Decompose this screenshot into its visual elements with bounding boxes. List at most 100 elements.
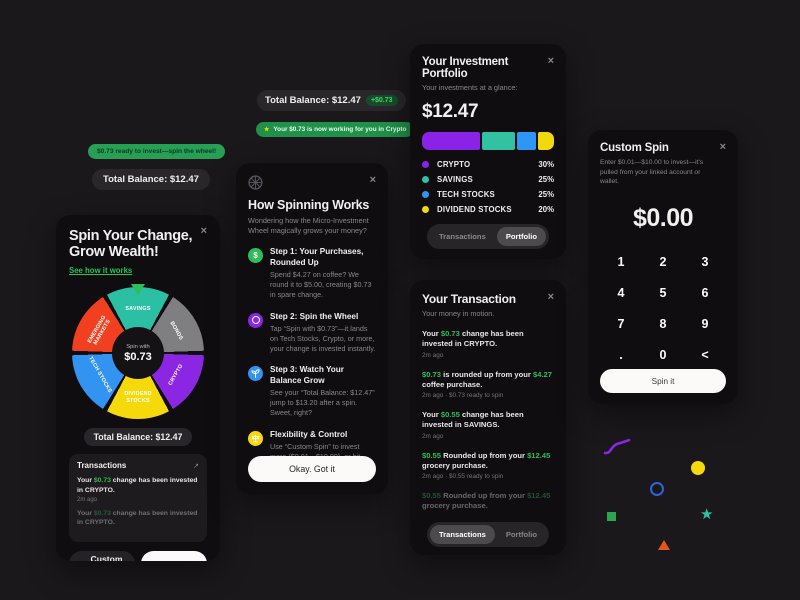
custom-spin-button[interactable]: + Custom Spin — [69, 551, 135, 561]
transactions-panel: Transactions ↗ Your $0.73 change has bee… — [69, 454, 207, 543]
transaction-item: Your $0.55 change has been invested in S… — [422, 410, 554, 440]
external-link-icon[interactable]: ↗ — [193, 462, 199, 470]
celebration-icon: ★ — [264, 127, 270, 133]
numpad-key-8[interactable]: 8 — [642, 311, 684, 337]
numpad-key-5[interactable]: 5 — [642, 280, 684, 306]
teal-star: ★ — [700, 506, 714, 523]
steps-list: $ Step 1: Your Purchases, Rounded Up Spend… — [248, 247, 376, 472]
portfolio-subtitle: Your investments at a glance: — [422, 83, 518, 92]
transaction-text: Your $0.55 change has been invested in S… — [422, 410, 524, 430]
close-icon[interactable]: × — [547, 55, 554, 67]
balance-icon — [248, 430, 263, 446]
transaction-text: $0.55 Rounded up from your $12.45 grocer… — [422, 450, 551, 470]
wheel-segment-label-crypto: CRYPTO — [167, 363, 185, 388]
transaction-meta: 2m ago · $0.73 ready to spin — [422, 392, 504, 399]
numpad-key-6[interactable]: 6 — [684, 280, 726, 306]
portfolio-total-amount: $12.47 — [422, 101, 479, 122]
numpad-key-dot[interactable]: . — [600, 342, 642, 368]
target-ring — [251, 316, 260, 325]
tab-portfolio[interactable]: Portfolio — [497, 525, 546, 544]
transaction-item: Your $0.73 change has been invested in C… — [422, 329, 554, 359]
portfolio-tab-switcher: Transactions Portfolio — [426, 224, 550, 249]
wheel-icon — [248, 175, 263, 190]
portfolio-title: Your Investment Portfolio — [422, 56, 509, 80]
legend-percent: 30% — [538, 160, 554, 169]
numpad-key-4[interactable]: 4 — [600, 280, 642, 306]
portfolio-bar — [422, 132, 554, 150]
transaction-meta: 2m ago — [422, 432, 444, 440]
balance-text: Total Balance: $12.47 — [265, 95, 361, 106]
legend-label: DIVIDEND STOCKS — [437, 205, 512, 214]
how-card-title: How Spinning Works — [248, 198, 370, 212]
legend-row: CRYPTO 30% — [422, 160, 554, 169]
transactions-list: Your $0.73 change has been invested in C… — [422, 329, 554, 512]
numpad-key-3[interactable]: 3 — [684, 249, 726, 275]
growth-icon — [248, 366, 263, 382]
tab-transactions[interactable]: Transactions — [430, 227, 495, 246]
transaction-subtitle: Your money in motion. — [422, 309, 495, 318]
target-icon — [248, 312, 263, 328]
plus-icon: + — [75, 559, 80, 561]
close-icon[interactable]: × — [719, 141, 726, 153]
wheel-pointer-icon — [131, 284, 145, 296]
close-icon[interactable]: × — [369, 174, 376, 186]
step-body: Tap “Spin with $0.73”—it lands on Tech S… — [270, 323, 376, 354]
total-balance-badge-with-delta: Total Balance: $12.47 +$0.73 — [257, 90, 406, 111]
how-step: Step 3: Watch Your Balance Grow See your … — [248, 365, 376, 418]
see-how-it-works-link[interactable]: See how it works — [69, 266, 133, 276]
spin-card-title: Spin Your Change, Grow Wealth! — [69, 228, 193, 261]
custom-spin-title: Custom Spin — [600, 142, 669, 154]
how-spinning-works-card: × How Spinning Works Wondering how the M… — [236, 163, 388, 494]
wheel-center-label: Spin with — [126, 343, 150, 350]
transaction-text: Your $0.73 change has been invested in C… — [422, 329, 524, 349]
tab-portfolio[interactable]: Portfolio — [496, 227, 547, 246]
wheel-center[interactable]: Spin with $0.73 — [112, 327, 164, 380]
how-step: Step 2: Spin the Wheel Tap “Spin with $0.… — [248, 312, 376, 355]
okay-got-it-button[interactable]: Okay. Got it — [248, 456, 376, 482]
legend-percent: 25% — [538, 190, 554, 199]
transaction-item: $0.55 Rounded up from your $12.45 grocer… — [422, 491, 554, 512]
legend-dot-icon — [422, 161, 429, 168]
legend-label: SAVINGS — [437, 175, 473, 184]
spin-it-button[interactable]: Spin it — [600, 369, 726, 393]
close-icon[interactable]: × — [547, 291, 554, 303]
investment-wheel[interactable]: SAVINGS BONDS CRYPTO DIVIDEND STOCKS TECH ST… — [72, 284, 204, 420]
legend-row: SAVINGS 25% — [422, 175, 554, 184]
legend-percent: 25% — [538, 175, 554, 184]
step-text: Step 2: Spin the Wheel Tap “Spin with $0.… — [270, 312, 376, 355]
numpad-key-9[interactable]: 9 — [684, 311, 726, 337]
total-balance-badge: Total Balance: $12.47 — [92, 169, 210, 190]
close-icon[interactable]: × — [200, 225, 207, 237]
portfolio-legend: CRYPTO 30% SAVINGS 25% TECH STOCKS 25% DIVIDEN… — [422, 160, 554, 214]
numpad-key-2[interactable]: 2 — [642, 249, 684, 275]
transaction-item: $0.55 Rounded up from your $12.45 grocer… — [422, 451, 554, 481]
portfolio-bar-segment — [516, 132, 537, 150]
numpad-key-0[interactable]: 0 — [642, 342, 684, 368]
yellow-dot — [691, 461, 705, 475]
transaction-text: Your $0.73 change has been invested in C… — [77, 509, 198, 526]
transaction-tab-switcher: Transactions Portfolio — [426, 522, 550, 547]
transaction-text: $0.55 Rounded up from your $12.45 grocer… — [422, 491, 551, 511]
step-title: Step 3: Watch Your Balance Grow — [270, 365, 344, 385]
tab-transactions[interactable]: Transactions — [429, 525, 495, 544]
numpad-key-backspace[interactable]: < — [684, 342, 726, 368]
numpad: 1 2 3 4 5 6 7 8 9. 0 < — [600, 249, 726, 368]
numpad-key-7[interactable]: 7 — [600, 311, 642, 337]
legend-percent: 20% — [538, 205, 554, 214]
amount-display: $0.00 — [632, 204, 694, 233]
legend-dot-icon — [422, 191, 429, 198]
how-step: $ Step 1: Your Purchases, Rounded Up Spend… — [248, 247, 376, 300]
transaction-text: $0.73 is rounded up from your $4.27 coff… — [422, 369, 553, 389]
purple-squiggle — [603, 438, 631, 461]
orange-triangle — [658, 540, 670, 550]
legend-label: TECH STOCKS — [437, 190, 495, 199]
custom-spin-subtitle: Enter $0.01—$10.00 to invest—it's pulled… — [600, 159, 704, 186]
legend-dot-icon — [422, 206, 429, 213]
wheel-center-amount: $0.73 — [124, 350, 152, 363]
custom-spin-card: × Custom Spin Enter $0.01—$10.00 to inve… — [588, 130, 738, 404]
spin-later-button[interactable]: Spin Later — [141, 551, 207, 561]
step-text: Step 1: Your Purchases, Rounded Up Spend … — [270, 247, 376, 300]
spin-card: × Spin Your Change, Grow Wealth! See how… — [56, 215, 220, 561]
numpad-key-1[interactable]: 1 — [600, 249, 642, 275]
how-card-subtitle: Wondering how the Micro-Investment Wheel… — [248, 216, 369, 236]
